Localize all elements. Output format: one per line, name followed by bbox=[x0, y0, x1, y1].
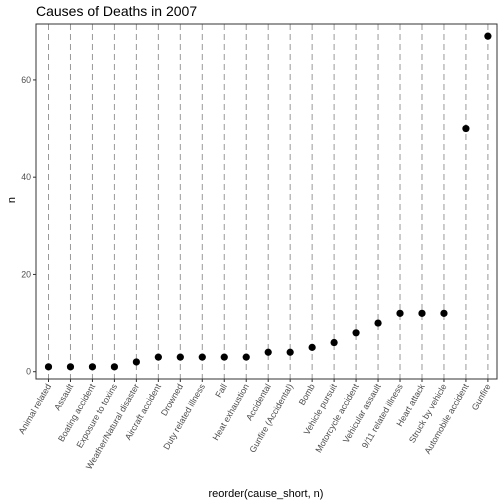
data-point bbox=[264, 348, 272, 356]
x-tick-label: Fall bbox=[213, 382, 229, 399]
data-point bbox=[198, 353, 206, 361]
chart-title: Causes of Deaths in 2007 bbox=[36, 3, 197, 19]
data-point bbox=[440, 309, 448, 317]
data-point bbox=[242, 353, 250, 361]
data-point bbox=[418, 309, 426, 317]
data-points bbox=[44, 32, 492, 371]
data-point bbox=[66, 363, 75, 371]
y-tick-label: 40 bbox=[21, 172, 31, 182]
x-tick-label: Gunfire bbox=[470, 382, 493, 412]
y-tick-label: 60 bbox=[21, 75, 31, 85]
data-point bbox=[462, 124, 470, 133]
y-tick-label: 20 bbox=[21, 269, 31, 279]
data-point bbox=[154, 353, 162, 361]
x-tick-label: Duty related illness bbox=[161, 381, 207, 451]
y-axis: 0 20 40 60 bbox=[21, 75, 36, 377]
y-tick-label: 0 bbox=[26, 367, 31, 377]
data-point bbox=[88, 363, 97, 371]
data-point bbox=[132, 358, 140, 366]
data-point bbox=[110, 363, 119, 371]
data-point bbox=[396, 309, 404, 317]
gridlines bbox=[48, 24, 489, 379]
data-point bbox=[286, 348, 294, 356]
x-tick-label: Animal related bbox=[16, 382, 53, 436]
data-point bbox=[308, 343, 316, 351]
x-axis-title: reorder(cause_short, n) bbox=[209, 488, 324, 500]
data-point bbox=[352, 329, 360, 337]
data-point bbox=[330, 338, 338, 347]
data-point bbox=[220, 353, 228, 361]
y-axis-title: n bbox=[6, 197, 18, 203]
data-point bbox=[176, 353, 184, 361]
data-point bbox=[44, 363, 53, 371]
x-tick-label: Assault bbox=[52, 382, 75, 412]
data-point bbox=[374, 319, 382, 327]
x-tick-label: Bomb bbox=[297, 382, 317, 407]
panel-border bbox=[35, 23, 498, 380]
data-point bbox=[484, 32, 492, 40]
